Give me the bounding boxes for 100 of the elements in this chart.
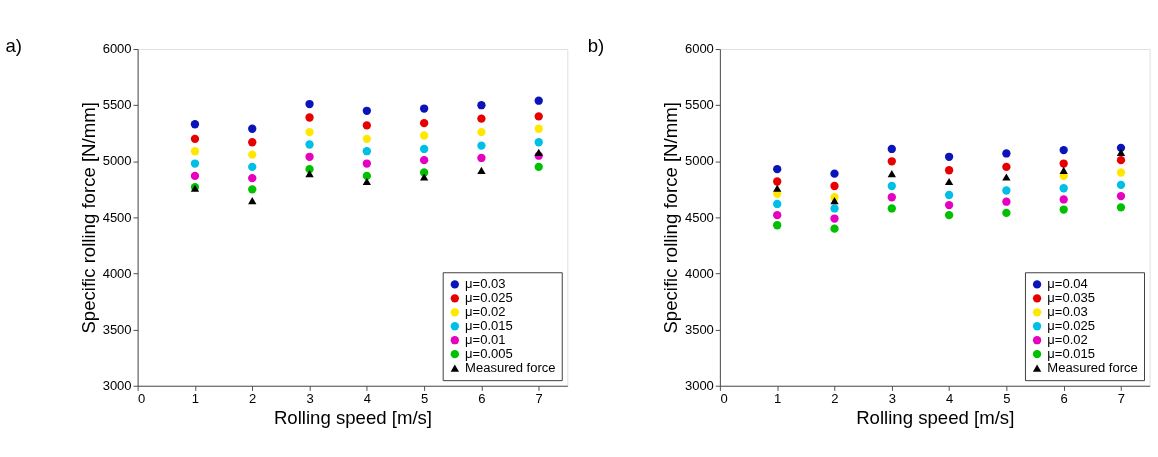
legend-label: μ=0.015 [465, 317, 513, 333]
x-tick-label: 1 [191, 390, 200, 406]
point [944, 166, 954, 175]
point [362, 147, 371, 156]
y-tick-label: 5000 [684, 153, 714, 169]
point [534, 96, 543, 105]
x-tick-label: 7 [1117, 390, 1126, 406]
point [1002, 173, 1011, 181]
point [248, 150, 257, 159]
point [944, 200, 954, 210]
chart-title: b) [587, 34, 605, 56]
point [477, 101, 486, 110]
point [773, 165, 782, 174]
y-axis-title: Specific rolling force [N/mm] [660, 102, 682, 334]
y-tick-label: 4000 [684, 265, 714, 281]
x-tick-label: 4 [945, 390, 954, 406]
point [1002, 149, 1011, 158]
point [830, 214, 839, 223]
x-tick-label: 1 [774, 390, 782, 406]
legend-label: μ=0.025 [465, 290, 513, 306]
x-tick-label: 6 [478, 390, 486, 406]
point [248, 162, 257, 172]
point [534, 138, 543, 147]
point [944, 211, 954, 220]
point [887, 193, 896, 202]
point [305, 99, 314, 109]
x-tick-label: 5 [420, 390, 429, 406]
y-tick-label: 4500 [102, 209, 132, 225]
point [419, 156, 429, 165]
y-tick-label: 3000 [684, 377, 714, 393]
point [1116, 203, 1126, 212]
y-tick-label: 5500 [102, 97, 132, 113]
point [305, 152, 314, 161]
point [190, 159, 200, 168]
point [1002, 208, 1011, 218]
legend-label: μ=0.035 [1047, 290, 1095, 306]
point [362, 171, 371, 181]
point [534, 162, 543, 172]
point [773, 199, 782, 209]
point [477, 141, 486, 150]
point [887, 144, 896, 154]
point [477, 166, 486, 174]
point [830, 224, 839, 233]
point [1002, 197, 1011, 206]
point [887, 157, 896, 166]
point [773, 221, 782, 230]
y-tick-label: 5000 [102, 153, 132, 169]
x-axis-title: Rolling speed [m/s] [856, 407, 1015, 429]
point [305, 170, 314, 178]
x-tick-label: 4 [363, 390, 371, 406]
legend-label: μ=0.02 [465, 304, 506, 320]
point [534, 124, 543, 133]
point [477, 114, 486, 123]
y-tick-label: 6000 [684, 41, 714, 57]
point [248, 124, 257, 133]
x-tick-label: 3 [888, 390, 896, 406]
point [419, 144, 429, 154]
point [477, 153, 486, 163]
point [419, 118, 429, 128]
point [362, 106, 371, 115]
legend-label: Measured force [465, 359, 556, 375]
point [419, 131, 429, 140]
legend-label: μ=0.03 [1047, 304, 1088, 320]
point [305, 127, 314, 137]
point [362, 134, 371, 144]
point [1002, 162, 1011, 172]
y-tick-label: 4000 [102, 265, 132, 281]
x-tick-label: 3 [306, 390, 314, 406]
x-tick-label: 6 [1060, 390, 1068, 406]
x-tick-label: 7 [535, 390, 543, 406]
y-tick-label: 3500 [684, 321, 714, 337]
point [887, 170, 896, 178]
point [887, 204, 896, 213]
y-axis-title: Specific rolling force [N/mm] [78, 102, 100, 334]
point [534, 112, 543, 121]
x-tick-label: 0 [720, 390, 728, 406]
point [887, 181, 896, 191]
point [190, 120, 200, 129]
y-tick-label: 3000 [102, 377, 132, 393]
point [190, 134, 200, 144]
point [944, 190, 954, 200]
point [362, 177, 371, 186]
point [1116, 148, 1126, 156]
point [534, 148, 543, 156]
point [944, 152, 954, 161]
point [305, 113, 314, 122]
x-tick-label: 2 [249, 390, 257, 406]
point [773, 177, 782, 186]
point [1059, 166, 1068, 174]
point [190, 171, 200, 181]
point [248, 138, 257, 147]
point [1116, 191, 1126, 201]
point [248, 173, 257, 183]
point [248, 196, 257, 205]
point [1059, 145, 1068, 155]
point [1059, 184, 1068, 193]
legend-label: μ=0.04 [1047, 276, 1088, 292]
point [419, 173, 429, 181]
point [419, 104, 429, 113]
point [1116, 156, 1126, 165]
